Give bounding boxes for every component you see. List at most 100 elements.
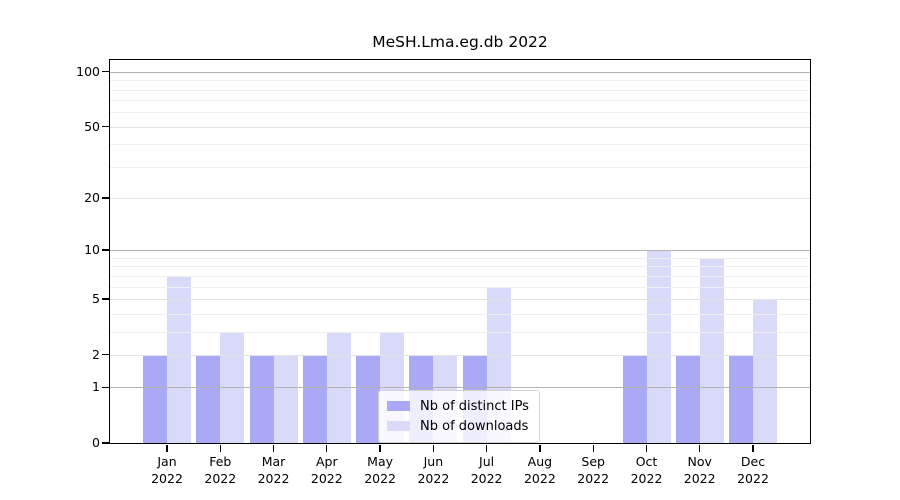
major-gridline bbox=[110, 298, 810, 300]
bar-nb-of-downloads bbox=[220, 331, 245, 443]
x-tick bbox=[166, 444, 168, 452]
x-tick-label-line: 2022 bbox=[310, 471, 343, 486]
y-tick bbox=[101, 353, 109, 356]
minor-gridline bbox=[110, 313, 810, 315]
x-tick-label-line: Jun bbox=[423, 454, 444, 469]
x-tick-label: Dec 2022 bbox=[721, 453, 785, 487]
bar-nb-of-distinct-ips bbox=[196, 354, 221, 443]
legend-item: Nb of distinct IPs bbox=[387, 396, 529, 416]
major-gridline bbox=[110, 387, 810, 389]
x-tick-label-line: 2022 bbox=[683, 471, 716, 486]
x-tick-label: Mar 2022 bbox=[242, 453, 306, 487]
bar-nb-of-downloads bbox=[326, 331, 351, 443]
x-tick-label-line: Nov bbox=[687, 454, 712, 469]
y-tick-label: 100 bbox=[76, 63, 100, 79]
x-tick bbox=[432, 444, 435, 452]
x-tick bbox=[539, 444, 541, 452]
major-gridline bbox=[110, 354, 810, 356]
minor-gridline bbox=[110, 166, 810, 168]
y-tick bbox=[101, 249, 109, 251]
x-tick bbox=[592, 444, 594, 452]
minor-gridline bbox=[110, 275, 810, 277]
y-tick bbox=[101, 386, 109, 388]
x-tick-label: Jan 2022 bbox=[135, 453, 199, 487]
x-tick-label: Jul 2022 bbox=[455, 453, 519, 487]
bar-nb-of-distinct-ips bbox=[622, 354, 647, 443]
major-gridline bbox=[110, 250, 810, 252]
x-tick-label-line: Jan bbox=[157, 454, 177, 469]
x-tick-label-line: Sep bbox=[581, 454, 605, 469]
bar-nb-of-distinct-ips bbox=[143, 354, 167, 443]
x-tick bbox=[219, 444, 221, 452]
bar-nb-of-distinct-ips bbox=[356, 354, 381, 443]
x-tick-label-line: 2022 bbox=[470, 471, 503, 486]
x-tick-label-line: May bbox=[367, 454, 394, 469]
x-tick-label-line: Oct bbox=[635, 454, 658, 469]
x-tick-label-line: 2022 bbox=[523, 471, 556, 486]
minor-gridline bbox=[110, 112, 810, 114]
x-tick-label-line: 2022 bbox=[737, 471, 769, 486]
x-tick-label-line: Jul bbox=[479, 454, 495, 469]
minor-gridline bbox=[110, 266, 810, 268]
x-tick-label: Nov 2022 bbox=[668, 453, 732, 487]
x-tick-label: Feb 2022 bbox=[188, 453, 252, 487]
x-tick-label-line: 2022 bbox=[151, 471, 183, 486]
x-tick-label-line: 2022 bbox=[630, 471, 663, 486]
minor-gridline bbox=[110, 257, 810, 259]
x-tick-label-line: Apr bbox=[315, 454, 338, 469]
x-tick bbox=[485, 444, 488, 452]
x-tick-label: Apr 2022 bbox=[295, 453, 359, 487]
x-tick-label-line: 2022 bbox=[204, 471, 237, 486]
legend: Nb of distinct IPs Nb of downloads bbox=[378, 390, 540, 443]
y-tick-label: 10 bbox=[84, 242, 100, 258]
y-tick-label: 0 bbox=[92, 435, 100, 450]
y-tick-label: 20 bbox=[84, 190, 100, 206]
y-tick bbox=[101, 71, 109, 73]
x-tick-label-line: 2022 bbox=[417, 471, 450, 486]
x-tick-label-line: Mar bbox=[261, 454, 286, 469]
x-tick-label-line: 2022 bbox=[257, 471, 290, 486]
x-tick-label: Aug 2022 bbox=[508, 453, 572, 487]
minor-gridline bbox=[110, 100, 810, 102]
minor-gridline bbox=[110, 144, 810, 146]
y-tick-label: 2 bbox=[92, 346, 100, 362]
x-tick bbox=[645, 444, 648, 452]
x-tick-label: Jun 2022 bbox=[401, 453, 465, 487]
bar-nb-of-downloads bbox=[167, 275, 191, 443]
major-gridline bbox=[110, 126, 810, 128]
x-tick-label-line: Feb bbox=[209, 454, 232, 469]
x-tick bbox=[699, 444, 701, 452]
x-tick bbox=[326, 444, 328, 452]
y-tick bbox=[101, 298, 109, 300]
x-tick bbox=[752, 444, 754, 452]
y-tick bbox=[101, 126, 109, 128]
legend-item: Nb of downloads bbox=[387, 416, 529, 436]
minor-gridline bbox=[110, 80, 810, 82]
bar-nb-of-downloads bbox=[753, 298, 777, 443]
x-tick-label-line: 2022 bbox=[577, 471, 610, 486]
legend-label: Nb of downloads bbox=[420, 418, 529, 434]
x-tick-label-line: 2022 bbox=[364, 471, 396, 486]
bar-nb-of-distinct-ips bbox=[675, 354, 700, 443]
legend-swatch-icon bbox=[387, 421, 410, 431]
x-tick-label-line: Dec bbox=[740, 454, 766, 469]
legend-label: Nb of distinct IPs bbox=[420, 398, 529, 414]
bar-nb-of-distinct-ips bbox=[729, 354, 753, 443]
minor-gridline bbox=[110, 331, 810, 333]
plot-area: Nb of distinct IPs Nb of downloads 0 1 2 5 10… bbox=[76, 59, 811, 486]
x-tick-label: May 2022 bbox=[348, 453, 412, 487]
x-tick bbox=[379, 444, 381, 452]
legend-swatch-icon bbox=[387, 401, 410, 411]
y-tick bbox=[101, 197, 109, 199]
minor-gridline bbox=[110, 286, 810, 288]
major-gridline bbox=[110, 198, 810, 200]
x-tick-label: Sep 2022 bbox=[561, 453, 625, 487]
bar-nb-of-distinct-ips bbox=[302, 354, 327, 443]
bar-nb-of-downloads bbox=[273, 354, 298, 443]
major-gridline bbox=[110, 71, 810, 73]
y-tick bbox=[101, 442, 109, 444]
y-tick-label: 5 bbox=[92, 290, 100, 306]
x-tick bbox=[272, 444, 275, 452]
y-tick-label: 1 bbox=[92, 379, 100, 395]
